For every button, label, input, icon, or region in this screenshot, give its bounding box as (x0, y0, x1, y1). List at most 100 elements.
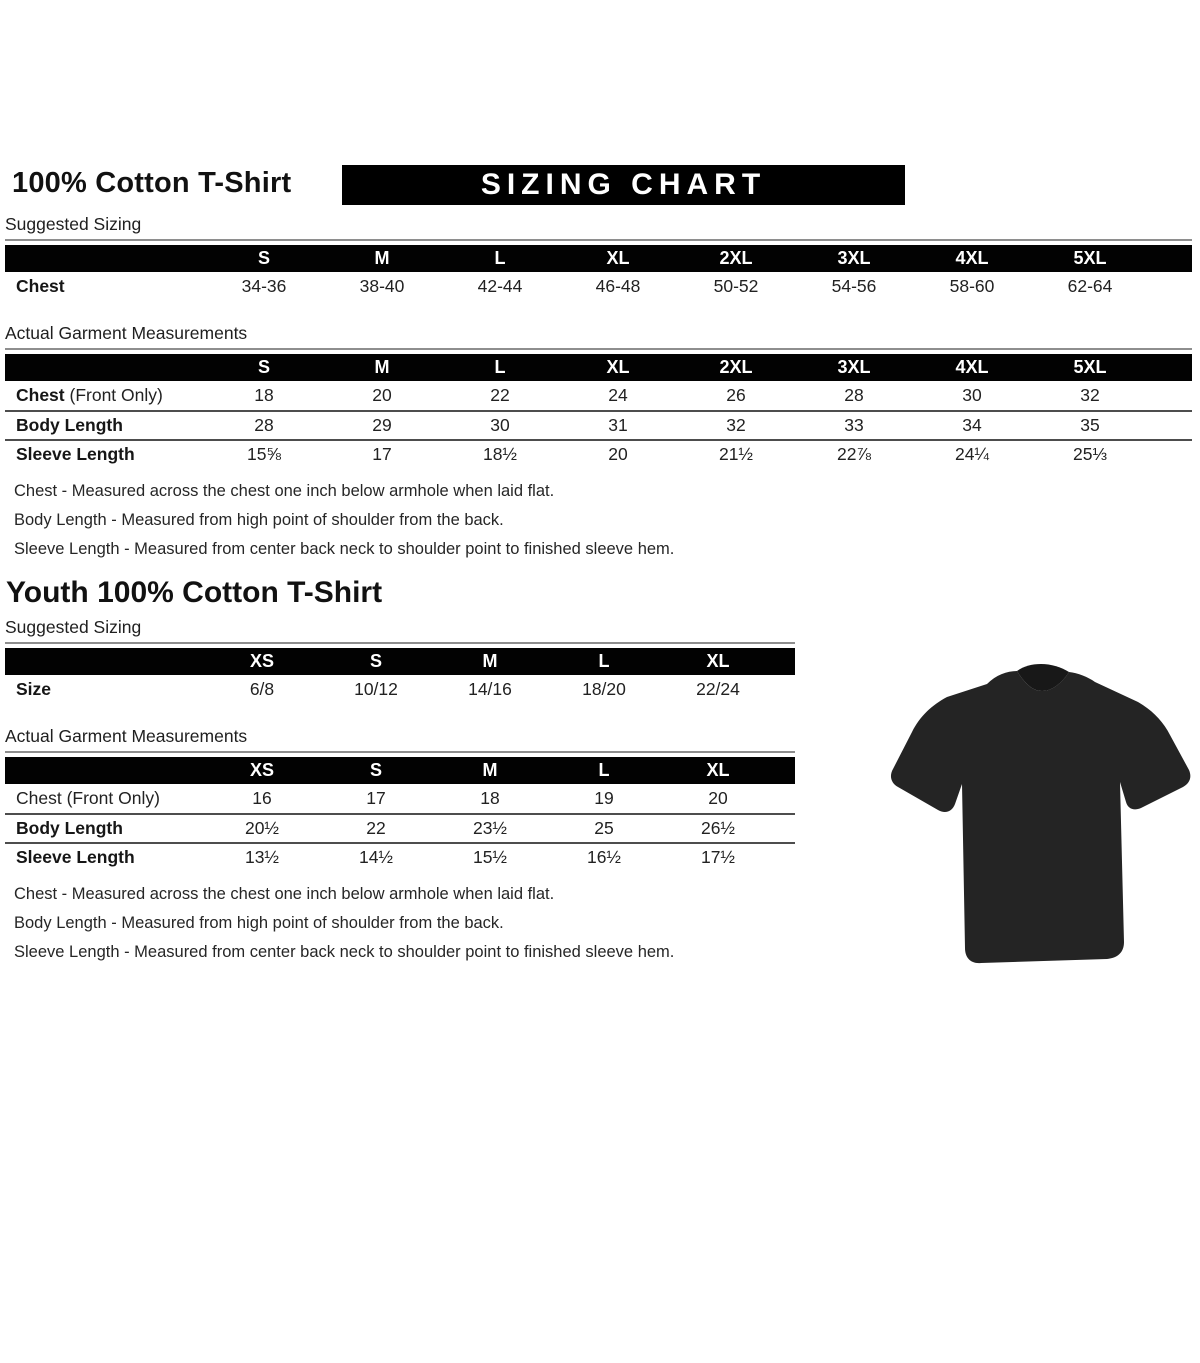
measurement-cell: 17 (372, 444, 392, 464)
youth-section-title: Youth 100% Cotton T-Shirt (6, 576, 383, 609)
size-column-header: 2XL (719, 357, 753, 377)
table-row: Sleeve Length 13½ 14½ 15½ 16½ 17½ (5, 842, 795, 871)
size-column-header: S (257, 248, 270, 268)
measurement-cell: 34 (962, 415, 982, 435)
measurement-cell: 32 (1080, 385, 1100, 405)
size-column-header: M (374, 357, 390, 377)
row-label: Chest (Front Only) (5, 788, 205, 809)
row-label: Size (5, 679, 205, 700)
size-column-header: S (369, 651, 382, 671)
measurement-cell: 28 (254, 415, 274, 435)
measurement-cell: 17½ (700, 847, 736, 867)
measurement-cell: 24¼ (954, 444, 990, 464)
measurement-cell: 29 (372, 415, 392, 435)
measurement-note-chest: Chest - Measured across the chest one in… (14, 482, 555, 500)
measurement-cell: 32 (726, 415, 746, 435)
table-header-row: XS S M L XL (5, 757, 795, 784)
measurement-cell: 20 (708, 788, 728, 808)
measurement-cell: 34-36 (241, 276, 287, 296)
tshirt-image (886, 657, 1196, 969)
measurement-cell: 18½ (482, 444, 518, 464)
adult-actual-measurements-label: Actual Garment Measurements (5, 323, 1192, 350)
tshirt-collar (1017, 664, 1069, 691)
size-column-header: 5XL (1073, 248, 1107, 268)
youth-actual-measurements-table: XS S M L XL Chest (Front Only) 16 17 18 19 20 Body … (5, 757, 795, 871)
table-header-row: XS S M L XL (5, 648, 795, 675)
row-label-text: Size (16, 679, 52, 699)
measurement-cell: 30 (490, 415, 510, 435)
measurement-cell: 25 (594, 818, 614, 838)
size-column-header: L (494, 357, 506, 377)
sizing-chart-banner-text: SIZING CHART (480, 168, 767, 201)
measurement-note-chest: Chest - Measured across the chest one in… (14, 885, 555, 903)
table-header-row: S M L XL 2XL 3XL 4XL 5XL (5, 245, 1192, 272)
tshirt-graphic (890, 664, 1191, 964)
measurement-cell: 25⅓ (1072, 444, 1108, 464)
page-header: 100% Cotton T-Shirt SIZING CHART (0, 163, 1200, 207)
youth-actual-measurements-label: Actual Garment Measurements (5, 726, 795, 753)
row-label-text: Chest (Front Only) (16, 788, 160, 808)
measurement-cell: 10/12 (354, 679, 398, 699)
table-row: Body Length 20½ 22 23½ 25 26½ (5, 813, 795, 842)
measurement-cell: 16 (252, 788, 272, 808)
measurement-cell: 21½ (718, 444, 754, 464)
size-column-header: 4XL (955, 357, 989, 377)
measurement-cell: 24 (608, 385, 628, 405)
row-label-text: Sleeve Length (16, 444, 135, 464)
measurement-cell: 20 (372, 385, 392, 405)
size-column-header: L (598, 651, 610, 671)
measurement-cell: 62-64 (1067, 276, 1113, 296)
size-column-header: XS (249, 651, 274, 671)
measurement-cell: 46-48 (595, 276, 641, 296)
size-column-header: 4XL (955, 248, 989, 268)
table-row: Size 6/8 10/12 14/16 18/20 22/24 (5, 675, 795, 704)
row-label: Body Length (5, 818, 205, 839)
table-row: Chest 34-36 38-40 42-44 46-48 50-52 54-56 58-60… (5, 272, 1192, 301)
measurement-cell: 22/24 (696, 679, 740, 699)
measurement-cell: 20 (608, 444, 628, 464)
size-column-header: S (257, 357, 270, 377)
size-column-header: L (494, 248, 506, 268)
measurement-cell: 19 (594, 788, 614, 808)
measurement-note-sleeve-length: Sleeve Length - Measured from center bac… (14, 943, 675, 961)
size-column-header: XL (706, 760, 730, 780)
measurement-cell: 20½ (244, 818, 280, 838)
adult-suggested-sizing-table: S M L XL 2XL 3XL 4XL 5XL Chest 34-36 38-40 42-44 46-… (5, 245, 1192, 301)
measurement-cell: 35 (1080, 415, 1100, 435)
size-column-header: S (369, 760, 382, 780)
row-label-text: Chest (16, 385, 65, 405)
measurement-cell: 6/8 (249, 679, 275, 699)
size-column-header: L (598, 760, 610, 780)
row-label: Body Length (5, 415, 205, 436)
size-column-header: M (482, 651, 498, 671)
size-column-header: M (482, 760, 498, 780)
adult-section-title: 100% Cotton T-Shirt (12, 167, 292, 199)
row-label-text: Body Length (16, 415, 123, 435)
row-label-text: Chest (16, 276, 65, 296)
measurement-note-sleeve-length: Sleeve Length - Measured from center bac… (14, 540, 675, 558)
measurement-cell: 15½ (472, 847, 508, 867)
tshirt-body (890, 671, 1191, 964)
measurement-cell: 17 (366, 788, 386, 808)
measurement-cell: 30 (962, 385, 982, 405)
size-column-header: 2XL (719, 248, 753, 268)
measurement-cell: 14½ (358, 847, 394, 867)
row-label-text: Body Length (16, 818, 123, 838)
measurement-cell: 42-44 (477, 276, 523, 296)
size-column-header: M (374, 248, 390, 268)
measurement-cell: 13½ (244, 847, 280, 867)
size-column-header: 3XL (837, 357, 871, 377)
row-label-text: Sleeve Length (16, 847, 135, 867)
adult-suggested-sizing-label: Suggested Sizing (5, 214, 1192, 241)
measurement-cell: 26 (726, 385, 746, 405)
row-label: Sleeve Length (5, 847, 205, 868)
measurement-cell: 33 (844, 415, 864, 435)
sizing-chart-banner: SIZING CHART (342, 165, 905, 205)
measurement-cell: 14/16 (468, 679, 512, 699)
table-row: Body Length 28 29 30 31 32 33 34 35 (5, 410, 1192, 439)
table-header-row: S M L XL 2XL 3XL 4XL 5XL (5, 354, 1192, 381)
youth-measurement-notes: Chest - Measured across the chest one in… (14, 880, 1200, 967)
sizing-chart-page: 100% Cotton T-Shirt SIZING CHART Suggest… (0, 163, 1200, 1363)
youth-suggested-sizing-table: XS S M L XL Size 6/8 10/12 14/16 18/20 22/24 (5, 648, 795, 704)
measurement-cell: 58-60 (949, 276, 995, 296)
